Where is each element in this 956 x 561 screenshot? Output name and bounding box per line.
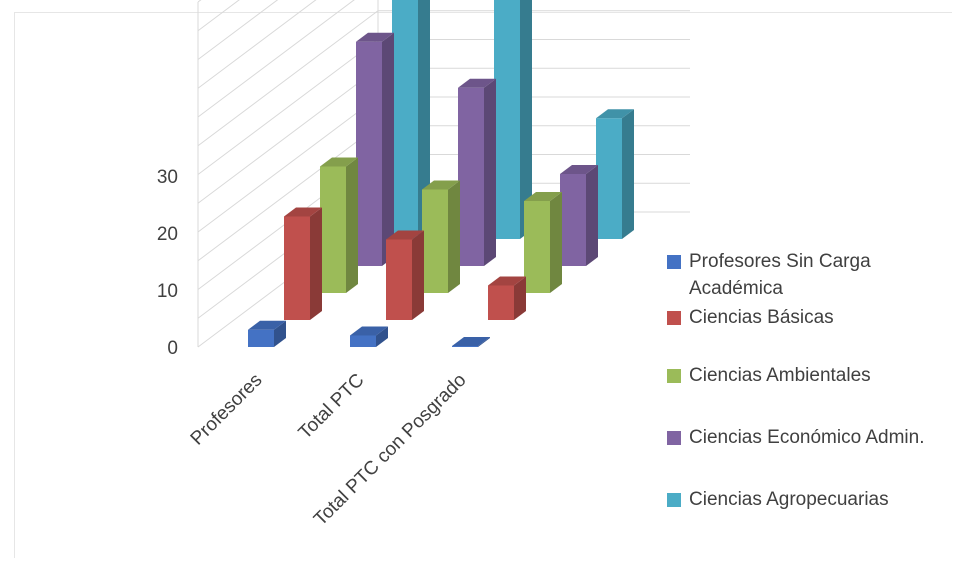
side-wall-gridline bbox=[197, 0, 279, 60]
bar-side-face bbox=[412, 230, 424, 320]
bar-top-face bbox=[452, 337, 490, 346]
legend-entry: Ciencias Económico Admin. bbox=[665, 424, 950, 486]
bar-side-face bbox=[310, 207, 322, 320]
y-tick-label: 30 bbox=[157, 167, 178, 188]
bar-front-face bbox=[248, 329, 274, 347]
legend-label: Ciencias Básicas bbox=[689, 307, 834, 328]
bar-front-face bbox=[524, 201, 550, 293]
bar-front-face bbox=[386, 239, 412, 320]
side-wall-gridline bbox=[197, 39, 379, 175]
x-axis-categories: Profesores Total PTC Total PTC con Posgr… bbox=[187, 370, 471, 530]
bar-front-face bbox=[596, 118, 622, 239]
legend-swatch bbox=[667, 431, 681, 445]
bar-top-face bbox=[320, 157, 358, 167]
legend-label: Ciencias Económico Admin. bbox=[689, 427, 925, 448]
bar-side-face bbox=[346, 157, 358, 293]
bar-front-face bbox=[356, 41, 382, 266]
legend-swatch bbox=[667, 311, 681, 325]
bar-front-face bbox=[422, 189, 448, 293]
bar-side-face bbox=[376, 326, 388, 347]
bar-front-face bbox=[458, 87, 484, 266]
bar-top-face bbox=[248, 320, 286, 330]
legend-swatch bbox=[667, 369, 681, 383]
y-tick-label: 0 bbox=[167, 338, 178, 359]
legend-entry: Profesores Sin Carga Académica bbox=[665, 248, 950, 304]
side-wall-gridline bbox=[197, 0, 317, 89]
bar-front-face bbox=[392, 0, 418, 239]
bar-side-face bbox=[382, 32, 394, 266]
bar-side-face bbox=[520, 0, 532, 239]
side-wall-gridline bbox=[197, 10, 379, 147]
bar-side-face bbox=[448, 180, 460, 293]
bar-side-face bbox=[622, 109, 634, 239]
bar-side-face bbox=[274, 320, 286, 347]
side-wall-gridline bbox=[197, 0, 355, 118]
side-wall-gridline bbox=[197, 125, 379, 262]
bar-side-face bbox=[550, 192, 562, 293]
side-wall-gridline bbox=[197, 0, 240, 32]
bar-top-face bbox=[356, 32, 394, 42]
legend-label: Ciencias Agropecuarias bbox=[689, 489, 889, 510]
y-tick-label: 20 bbox=[157, 224, 178, 245]
bar-top-face bbox=[524, 192, 562, 201]
side-wall-gridline bbox=[197, 96, 379, 233]
side-wall-gridline bbox=[197, 67, 379, 204]
bar-front-face bbox=[488, 285, 514, 320]
x-category-label: Profesores bbox=[187, 370, 267, 450]
y-axis-ticks: 0 10 20 30 bbox=[157, 167, 178, 359]
chart-bars bbox=[248, 0, 634, 347]
bar-top-face bbox=[350, 326, 388, 336]
bar-top-face bbox=[284, 207, 322, 217]
bar-front-face bbox=[284, 216, 310, 320]
bar-front-face bbox=[320, 166, 346, 293]
bar-side-face bbox=[478, 337, 490, 347]
y-tick-label: 10 bbox=[157, 281, 178, 302]
bar-side-face bbox=[484, 78, 496, 266]
legend-label: Profesores Sin Carga Académica bbox=[689, 251, 871, 299]
bar-top-face bbox=[422, 180, 460, 190]
chart-frame bbox=[14, 12, 952, 558]
legend-swatch bbox=[667, 255, 681, 269]
bar-top-face bbox=[596, 109, 634, 119]
legend-swatch bbox=[667, 493, 681, 507]
legend-entry: Ciencias Ambientales bbox=[665, 362, 950, 424]
bar-top-face bbox=[488, 276, 526, 286]
bar-top-face bbox=[458, 78, 496, 88]
bar-front-face bbox=[560, 174, 586, 266]
bar-side-face bbox=[586, 165, 598, 266]
bar-top-face bbox=[386, 230, 424, 240]
bar-front-face bbox=[494, 0, 520, 239]
chart-legend: Profesores Sin Carga Académica Ciencias … bbox=[665, 248, 950, 516]
bar-side-face bbox=[514, 276, 526, 320]
bar-side-face bbox=[418, 0, 430, 239]
bar-front-face bbox=[350, 335, 376, 347]
bar-top-face bbox=[560, 165, 598, 174]
legend-entry: Ciencias Agropecuarias bbox=[665, 486, 950, 516]
bar-front-face bbox=[452, 346, 478, 347]
legend-label: Ciencias Ambientales bbox=[689, 365, 871, 386]
legend-entry: Ciencias Básicas bbox=[665, 304, 950, 362]
x-category-label: Total PTC bbox=[295, 370, 369, 444]
